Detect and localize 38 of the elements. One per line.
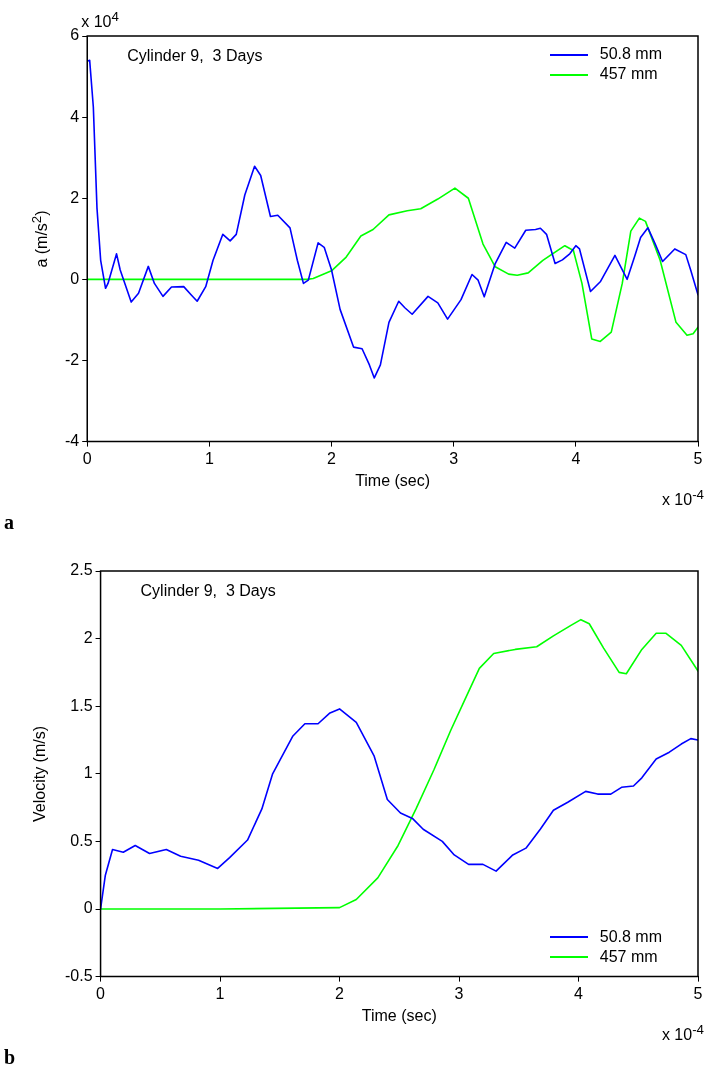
legend-label: 457 mm xyxy=(599,947,658,965)
x-tick-label: 5 xyxy=(693,449,703,467)
x-tick-label: 1 xyxy=(215,984,225,1002)
x-tick-label: 1 xyxy=(204,449,214,467)
text: x 10$^{-4}$ xyxy=(661,1021,704,1043)
y-tick-label: 0.5 xyxy=(70,831,93,849)
y-tick-label: -2 xyxy=(64,350,80,368)
annotation: Cylinder 9, 3 Days xyxy=(127,47,263,64)
y-tick-label: 1.5 xyxy=(70,696,93,714)
x-tick-label: 5 xyxy=(693,984,703,1002)
text: a xyxy=(4,510,14,533)
x-tick-label: 3 xyxy=(449,449,459,467)
y-tick-label: 2.5 xyxy=(70,561,93,579)
y-tick-label: -0.5 xyxy=(64,967,93,985)
y-tick-label: -4 xyxy=(64,432,80,450)
legend-label: 457 mm xyxy=(599,65,658,82)
x-tick-label: 2 xyxy=(335,984,345,1002)
x-tick-label: 3 xyxy=(454,984,464,1002)
text: x 10$^{-4}$ xyxy=(661,486,704,508)
x-axis-title: Time (sec) xyxy=(355,471,431,489)
y-tick-label: 0 xyxy=(70,269,80,287)
text: x 10$^{4}$ xyxy=(81,9,119,31)
y-tick-label: 2 xyxy=(70,188,80,206)
x-tick-label: 4 xyxy=(571,449,581,467)
text: b xyxy=(4,1045,16,1068)
y-tick-label: 2 xyxy=(83,629,93,647)
y-tick-label: 6 xyxy=(70,26,80,44)
x-tick-label: 2 xyxy=(327,449,337,467)
y-tick-label: 0 xyxy=(83,899,93,917)
x-axis-title: Time (sec) xyxy=(361,1006,437,1024)
annotation: Cylinder 9, 3 Days xyxy=(140,582,276,599)
legend-label: 50.8 mm xyxy=(599,45,662,62)
y-tick-label: 4 xyxy=(70,107,80,125)
x-tick-label: 4 xyxy=(574,984,584,1002)
x-tick-label: 0 xyxy=(96,984,106,1002)
legend-label: 50.8 mm xyxy=(599,927,662,945)
y-tick-label: 1 xyxy=(83,764,93,782)
y-axis-title: Velocity (m/s) xyxy=(31,725,49,822)
